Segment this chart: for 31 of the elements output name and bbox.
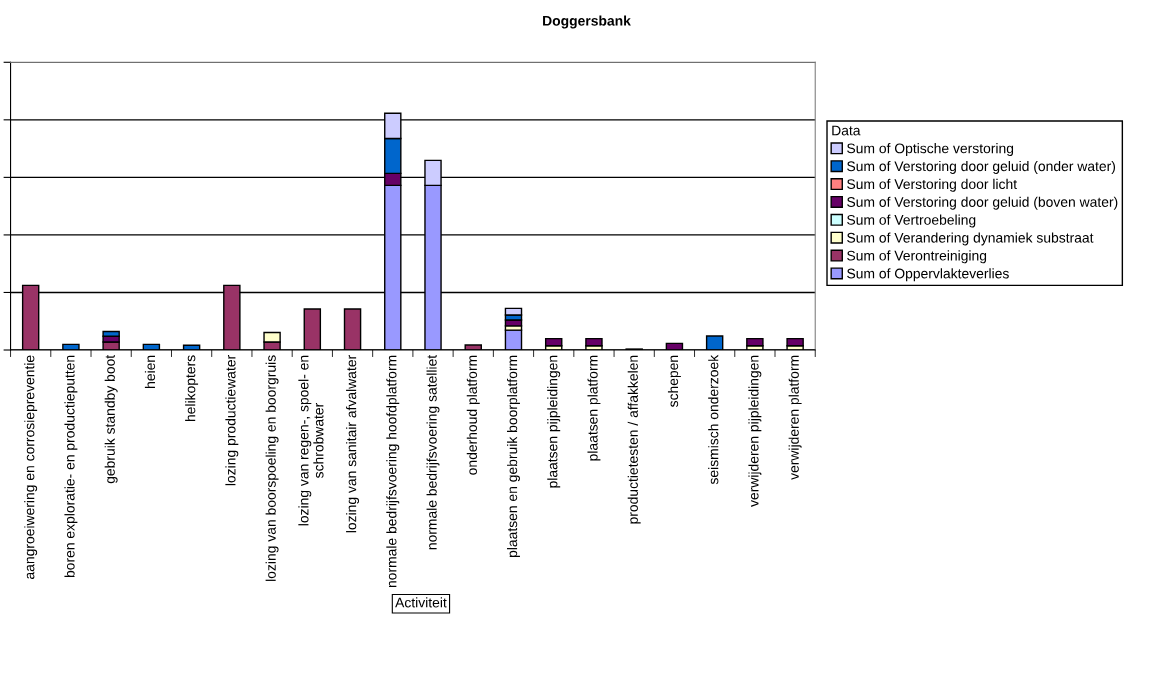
x-tick-label: verwijderen pijpleidingen	[748, 355, 762, 507]
legend-title: Data	[832, 125, 861, 136]
x-tick-label: lozing van boorspoeling en boorgruis	[265, 355, 279, 581]
x-tick-label: normale bedrijfsvoering satelliet	[426, 354, 440, 550]
x-tick-label: seismisch onderzoek	[708, 354, 719, 485]
legend-label: Sum of Oppervlakteverlies	[847, 268, 1009, 282]
x-tick-label: normale bedrijfsvoering hoofdplatform	[386, 355, 400, 588]
x-tick-label: lozing productiewater	[225, 355, 239, 486]
x-tick-label: lozing van regen-, spoel- en schrobwater	[298, 355, 324, 526]
legend-label: Sum of Verstoring door geluid (onder water)	[847, 160, 1116, 174]
x-tick-label: schepen	[667, 355, 681, 407]
legend-label: Sum of Vertroebeling	[847, 214, 976, 228]
x-axis-title: Activiteit	[395, 597, 447, 608]
legend-label: Sum of Verstoring door geluid (boven water)	[847, 196, 1118, 210]
legend-label: Sum of Verstoring door licht	[847, 178, 1017, 192]
x-tick-label: plaatsen pijpleidingen	[547, 355, 561, 488]
legend-label: Sum of Verandering dynamiek substraat	[847, 232, 1094, 246]
x-tick-label: plaatsen platform	[587, 355, 601, 461]
x-tick-label: boren exploratie- en productieputten	[64, 355, 78, 578]
x-tick-label: heien	[144, 355, 156, 388]
x-tick-label: aangroeiwering en corrosiepreventie	[24, 355, 38, 579]
x-tick-label: helikopters	[185, 355, 199, 422]
chart-title: Doggersbank	[543, 15, 631, 29]
x-tick-label: productietesten / affakkelen	[627, 355, 641, 524]
legend-label: Sum of Verontreiniging	[847, 250, 987, 264]
x-tick-label: gebruik standby boot	[104, 354, 118, 484]
legend-label: Sum of Optische verstoring	[847, 143, 1014, 157]
x-tick-label: onderhoud platform	[466, 355, 480, 475]
x-tick-label: lozing van sanitair afvalwater	[346, 355, 360, 533]
x-tick-label: plaatsen en gebruik boorplatform	[507, 355, 520, 558]
x-tick-label: verwijderen platform	[788, 355, 802, 480]
